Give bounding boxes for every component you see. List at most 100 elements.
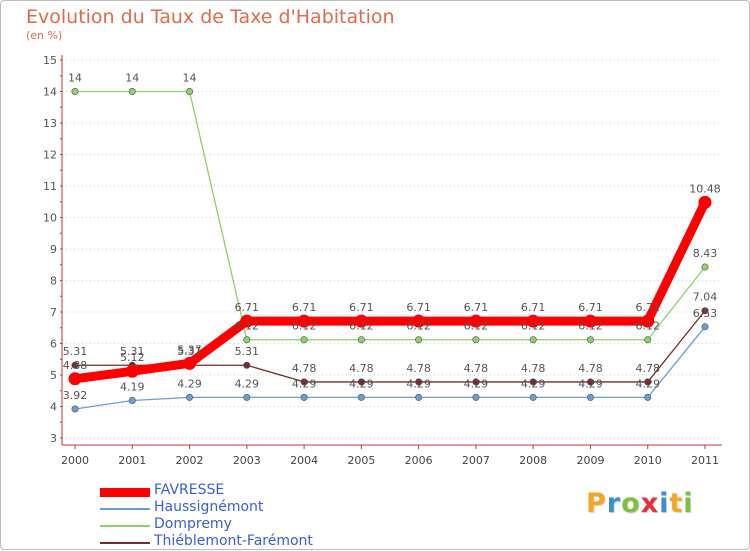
legend-swatch <box>100 508 150 510</box>
data-label: 5.31 <box>63 345 88 358</box>
data-point <box>644 393 652 401</box>
data-point <box>128 397 136 405</box>
data-point <box>583 314 597 328</box>
data-label: 6.12 <box>521 320 546 333</box>
proxiti-logo: Proxiti <box>586 488 694 519</box>
x-tick-label: 2008 <box>519 454 547 467</box>
data-label: 6.12 <box>464 320 489 333</box>
data-label: 7.04 <box>693 291 718 304</box>
y-tick-label: 8 <box>50 275 57 288</box>
data-label: 4.19 <box>120 381 145 394</box>
data-point <box>641 314 655 328</box>
x-tick-label: 2002 <box>176 454 204 467</box>
data-point <box>300 393 308 401</box>
data-point <box>354 314 368 328</box>
data-label: 6.71 <box>464 301 489 314</box>
x-tick-label: 2010 <box>634 454 662 467</box>
plot-area <box>60 48 730 448</box>
legend-label: Haussignémont <box>154 499 264 515</box>
data-label: 5.12 <box>120 351 145 364</box>
data-point <box>529 336 537 344</box>
data-point <box>71 88 79 96</box>
data-label: 6.71 <box>235 301 260 314</box>
data-point <box>698 195 712 209</box>
y-tick-label: 15 <box>43 54 57 67</box>
data-point <box>300 336 308 344</box>
data-point <box>415 393 423 401</box>
data-label: 4.29 <box>635 377 660 390</box>
legend-label: Thiéblemont-Farémont <box>154 533 313 549</box>
data-point <box>469 314 483 328</box>
data-label: 6.12 <box>635 320 660 333</box>
data-point <box>128 88 136 96</box>
data-label: 4.29 <box>177 377 202 390</box>
data-point <box>644 336 652 344</box>
data-label: 4.29 <box>521 377 546 390</box>
data-label: 4.29 <box>235 377 260 390</box>
series-line-FAVRESSE <box>70 197 710 384</box>
data-label: 4.29 <box>464 377 489 390</box>
y-tick-label: 5 <box>50 369 57 382</box>
data-point <box>415 336 423 344</box>
data-label: 3.92 <box>63 389 88 402</box>
data-label: 8.43 <box>693 247 718 260</box>
data-label: 4.29 <box>292 377 317 390</box>
data-label: 6.12 <box>349 320 374 333</box>
data-point <box>701 323 709 331</box>
data-label: 4.29 <box>406 377 431 390</box>
data-point <box>357 393 365 401</box>
data-label: 4.78 <box>578 362 603 375</box>
data-label: 5.37 <box>177 343 202 356</box>
y-tick-label: 13 <box>43 117 57 130</box>
data-label: 4.78 <box>292 362 317 375</box>
data-label: 4.29 <box>578 377 603 390</box>
x-tick-label: 2005 <box>347 454 375 467</box>
data-point <box>526 314 540 328</box>
data-label: 6.71 <box>635 301 660 314</box>
y-tick-label: 14 <box>43 86 57 99</box>
y-tick-label: 10 <box>43 212 57 225</box>
data-point <box>586 336 594 344</box>
y-tick-label: 3 <box>50 432 57 445</box>
data-point <box>412 314 426 328</box>
y-tick-label: 11 <box>43 180 57 193</box>
data-point <box>125 364 139 378</box>
data-point <box>701 263 709 271</box>
legend-swatch <box>100 487 150 497</box>
data-label: 6.71 <box>578 301 603 314</box>
data-point <box>357 378 365 386</box>
data-label: 4.29 <box>349 377 374 390</box>
data-label: 5.31 <box>120 345 145 358</box>
data-label: 5.31 <box>235 345 260 358</box>
data-label: 6.71 <box>521 301 546 314</box>
data-point <box>472 378 480 386</box>
data-label: 4.88 <box>63 359 88 372</box>
y-tick-label: 6 <box>50 338 57 351</box>
data-point <box>186 393 194 401</box>
data-label: 4.78 <box>464 362 489 375</box>
data-label: 6.71 <box>349 301 374 314</box>
x-tick-label: 2000 <box>61 454 89 467</box>
data-point <box>243 393 251 401</box>
data-label: 6.12 <box>578 320 603 333</box>
chart-unit-label: (en %) <box>26 29 63 42</box>
data-point <box>243 336 251 344</box>
legend-label: FAVRESSE <box>154 482 225 498</box>
data-point <box>297 314 311 328</box>
data-point <box>71 405 79 413</box>
data-label: 4.78 <box>521 362 546 375</box>
data-label: 6.71 <box>406 301 431 314</box>
data-point <box>300 378 308 386</box>
x-tick-label: 2007 <box>462 454 490 467</box>
x-tick-label: 2003 <box>233 454 261 467</box>
data-label: 4.78 <box>406 362 431 375</box>
data-point <box>71 361 79 369</box>
data-label: 6.53 <box>693 307 718 320</box>
y-tick-label: 12 <box>43 149 57 162</box>
series-line-Dompremy <box>74 90 706 341</box>
x-tick-label: 2011 <box>691 454 719 467</box>
data-point <box>701 307 709 315</box>
legend-swatch <box>100 542 150 544</box>
series-line-Haussignémont <box>74 326 706 410</box>
